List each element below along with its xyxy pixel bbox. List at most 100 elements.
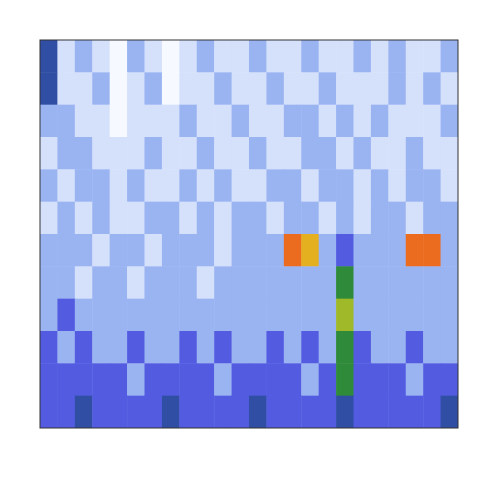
heatmap-cell (319, 72, 337, 105)
heatmap-cell (57, 202, 75, 235)
heatmap-cell (40, 396, 58, 428)
heatmap-cell (441, 396, 458, 428)
heatmap-cell (197, 266, 215, 299)
heatmap-cell (232, 40, 250, 73)
heatmap-cell (249, 202, 267, 235)
heatmap-cell (110, 105, 128, 138)
heatmap-cell (232, 202, 250, 235)
heatmap-cell (441, 234, 458, 267)
heatmap-cell (441, 105, 458, 138)
heatmap-cell (423, 40, 441, 73)
heatmap-cell (336, 266, 354, 299)
heatmap-cell (75, 363, 93, 396)
heatmap-cell (232, 169, 250, 202)
heatmap-cell (92, 363, 110, 396)
heatmap-cells (40, 40, 458, 428)
heatmap-cell (92, 72, 110, 105)
heatmap-cell (110, 234, 128, 267)
heatmap-cell (57, 72, 75, 105)
heatmap-cell (266, 105, 284, 138)
heatmap-cell (336, 299, 354, 332)
heatmap-cell (92, 396, 110, 428)
heatmap-cell (145, 105, 163, 138)
heatmap-cell (75, 72, 93, 105)
heatmap-cell (127, 40, 145, 73)
heatmap-cell (127, 234, 145, 267)
heatmap-cell (354, 396, 372, 428)
heatmap-cell (319, 331, 337, 364)
heatmap-cell (371, 299, 389, 332)
heatmap-cell (423, 331, 441, 364)
heatmap-cell (145, 363, 163, 396)
plot-frame (40, 40, 458, 428)
heatmap-cell (319, 202, 337, 235)
heatmap-cell (179, 137, 197, 170)
heatmap-cell (354, 331, 372, 364)
heatmap-cell (145, 72, 163, 105)
heatmap-cell (197, 396, 215, 428)
heatmap-cell (40, 363, 58, 396)
heatmap-cell (336, 396, 354, 428)
heatmap-cell (354, 169, 372, 202)
heatmap-cell (406, 396, 424, 428)
heatmap-cell (441, 72, 458, 105)
heatmap-cell (266, 331, 284, 364)
heatmap-cell (423, 169, 441, 202)
heatmap-cell (145, 299, 163, 332)
heatmap-cell (57, 266, 75, 299)
heatmap-cell (284, 396, 302, 428)
heatmap-cell (406, 299, 424, 332)
heatmap-cell (336, 105, 354, 138)
heatmap-cell (40, 299, 58, 332)
heatmap-cell (214, 234, 232, 267)
heatmap-cell (423, 234, 441, 267)
heatmap-cell (57, 363, 75, 396)
heatmap-cell (197, 234, 215, 267)
heatmap-cell (197, 299, 215, 332)
heatmap-cell (266, 72, 284, 105)
heatmap-cell (371, 105, 389, 138)
heatmap-cell (249, 234, 267, 267)
heatmap-cell (388, 105, 406, 138)
heatmap-cell (127, 169, 145, 202)
heatmap-cell (388, 299, 406, 332)
heatmap-cell (145, 396, 163, 428)
heatmap-cell (40, 331, 58, 364)
heatmap-cell (179, 234, 197, 267)
heatmap-cell (162, 299, 180, 332)
heatmap-cell (371, 363, 389, 396)
heatmap-cell (127, 266, 145, 299)
heatmap-cell (423, 396, 441, 428)
heatmap-cell (423, 363, 441, 396)
heatmap-cell (179, 299, 197, 332)
heatmap-cell (406, 331, 424, 364)
heatmap-cell (232, 266, 250, 299)
heatmap-cell (127, 396, 145, 428)
heatmap-cell (441, 363, 458, 396)
heatmap-cell (336, 202, 354, 235)
heatmap-cell (406, 169, 424, 202)
heatmap-cell (232, 299, 250, 332)
heatmap-cell (110, 40, 128, 73)
heatmap-cell (214, 396, 232, 428)
heatmap-cell (40, 40, 58, 73)
heatmap-cell (162, 105, 180, 138)
heatmap-cell (354, 72, 372, 105)
heatmap-cell (197, 40, 215, 73)
heatmap-cell (319, 234, 337, 267)
heatmap-cell (336, 40, 354, 73)
heatmap-cell (57, 396, 75, 428)
heatmap-cell (301, 331, 319, 364)
heatmap-cell (214, 72, 232, 105)
heatmap-cell (371, 202, 389, 235)
heatmap-cell (249, 299, 267, 332)
heatmap-cell (266, 202, 284, 235)
heatmap-cell (57, 169, 75, 202)
heatmap-cell (406, 266, 424, 299)
heatmap-cell (284, 202, 302, 235)
heatmap-cell (301, 234, 319, 267)
heatmap-cell (40, 234, 58, 267)
heatmap-cell (40, 169, 58, 202)
heatmap-cell (145, 331, 163, 364)
heatmap-cell (75, 331, 93, 364)
